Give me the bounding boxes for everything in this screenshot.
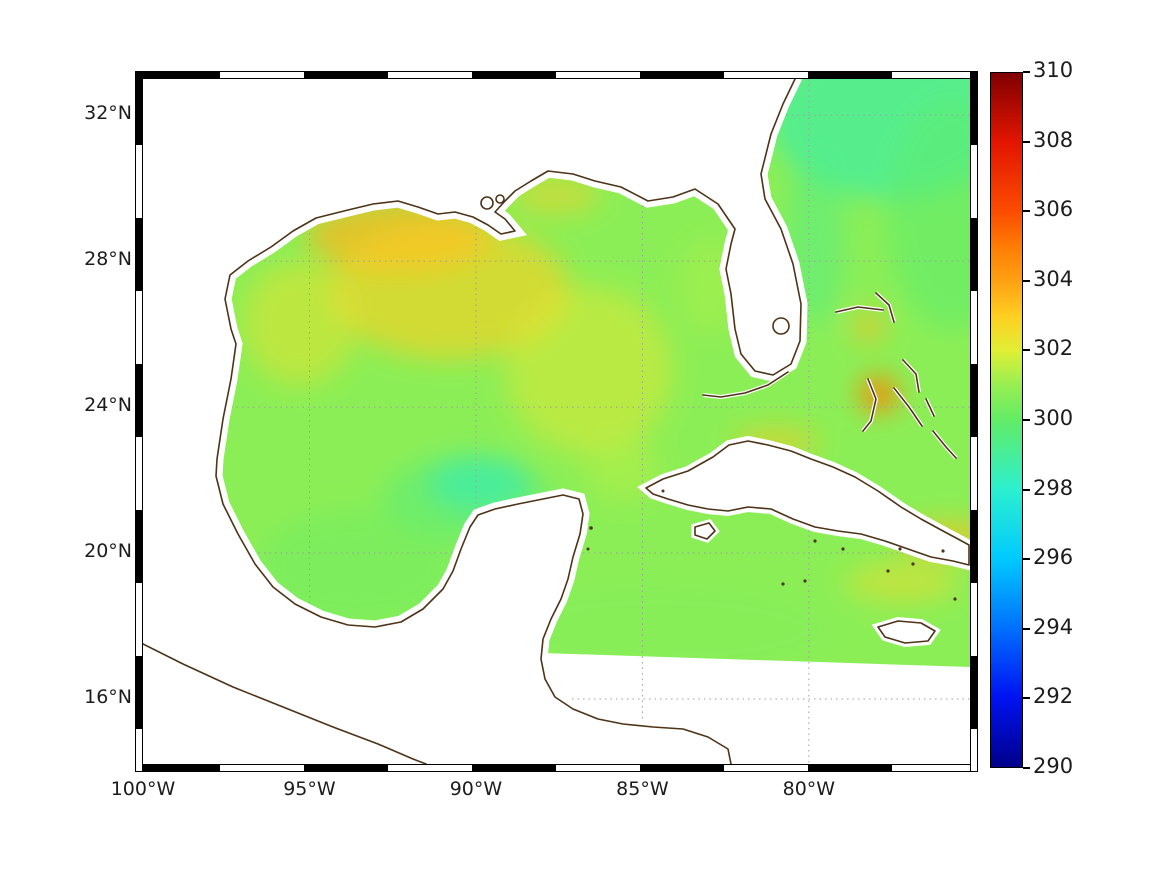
colorbar-tick-mark — [1023, 210, 1030, 213]
colorbar-tick-label: 298 — [1033, 475, 1074, 500]
colorbar-tick-mark — [1023, 419, 1030, 421]
x-tick-label: 90°W — [449, 778, 503, 800]
map-frame-left — [135, 71, 143, 772]
colorbar-tick-label: 304 — [1033, 266, 1074, 291]
map-plot-area — [143, 79, 970, 764]
colorbar-tick-mark — [1023, 627, 1030, 630]
colorbar-tick-label: 310 — [1033, 58, 1074, 82]
colorbar-tick-mark — [1023, 767, 1030, 769]
colorbar-tick-label: 308 — [1033, 127, 1074, 152]
colorbar-tick-mark — [1023, 697, 1030, 700]
y-tick-label: 32°N — [84, 102, 132, 125]
y-tick-label: 28°N — [84, 248, 132, 271]
colorbar-tick-mark — [1023, 279, 1030, 282]
sst-anomaly-yucatan-channel — [585, 436, 660, 502]
sst-anomaly-abaco-warm-spot — [852, 310, 886, 344]
colorbar-tick-mark — [1023, 140, 1030, 143]
map-canvas — [143, 79, 970, 764]
colorbar-tick-mark — [1023, 349, 1030, 352]
y-tick-label: 20°N — [84, 540, 132, 563]
lake-okeechobee — [772, 317, 790, 335]
sst-anomaly-atlantic-cool-east — [885, 96, 970, 331]
sst-anomaly-north-gulf-warm — [329, 220, 570, 360]
y-tick-label: 16°N — [84, 686, 132, 709]
colorbar-tick-mark — [1023, 558, 1030, 561]
colorbar — [990, 72, 1023, 768]
sst-anomaly-layer — [242, 79, 970, 667]
small-islets — [586, 489, 957, 601]
x-tick-label: 80°W — [782, 778, 836, 800]
sst-anomaly-jamaica-warm — [845, 562, 959, 603]
colorbar-tick-label: 296 — [1033, 545, 1074, 570]
colorbar-tick-mark — [1023, 488, 1030, 491]
x-tick-label: 100°W — [110, 778, 176, 800]
colorbar-tick-label: 292 — [1033, 684, 1074, 709]
lake-maurepas — [495, 194, 505, 204]
lake-pontchartrain — [480, 196, 494, 210]
sst-anomaly-west-gulf-warm — [242, 261, 357, 386]
x-tick-label: 85°W — [616, 778, 669, 800]
x-tick-label: 95°W — [283, 778, 336, 800]
sst-anomaly-east-gulf-yellow — [505, 286, 673, 455]
colorbar-tick-label: 300 — [1033, 406, 1074, 430]
colorbar-tick-label: 294 — [1033, 614, 1074, 639]
colorbar-tick-label: 306 — [1033, 197, 1074, 222]
sst-anomaly-bay-campeche-green — [256, 509, 456, 627]
colorbar-tick-label: 290 — [1033, 754, 1074, 778]
map-frame-right — [970, 71, 978, 772]
colorbar-tick-mark — [1023, 71, 1030, 73]
map-frame-top — [135, 71, 978, 79]
map-frame-bottom — [135, 764, 978, 772]
colorbar-tick-label: 302 — [1033, 336, 1074, 361]
coastlines — [143, 79, 970, 764]
y-tick-label: 24°N — [84, 394, 132, 417]
